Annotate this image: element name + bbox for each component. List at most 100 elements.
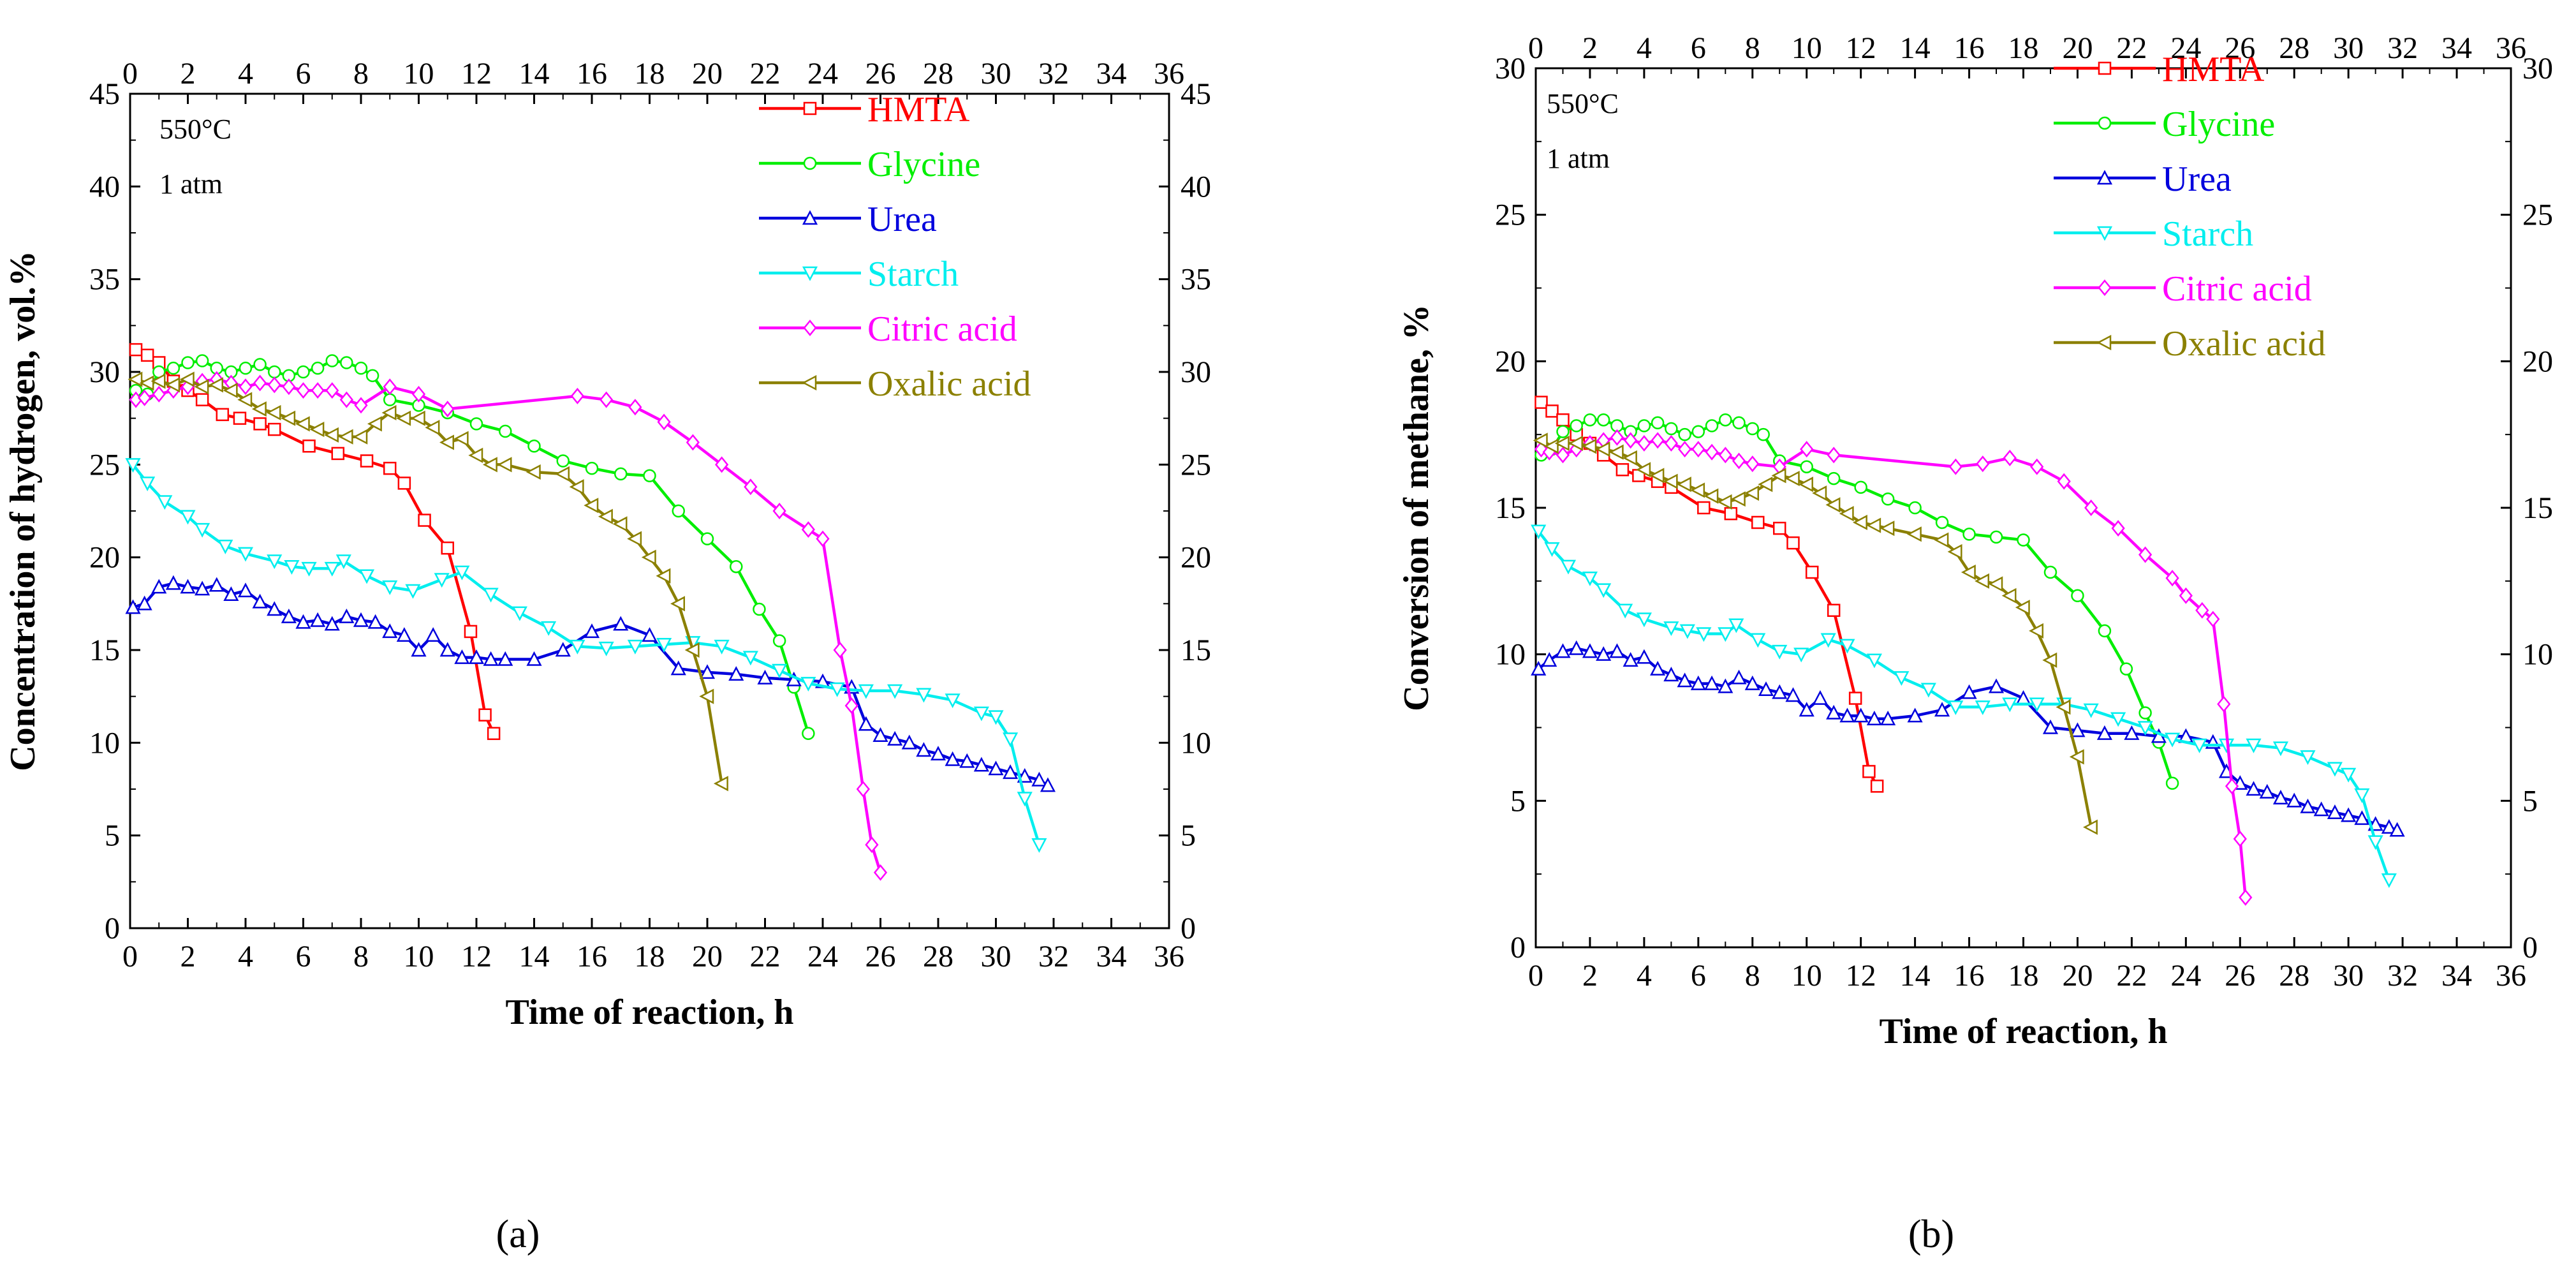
x-tick-label: 10 [1792,959,1822,993]
x-tick-label-top: 34 [1096,57,1127,91]
x-tick-label-top: 10 [404,57,434,91]
data-point [2029,697,2045,713]
x-tick-label: 20 [692,940,723,973]
data-point [1785,470,1800,487]
data-point [1649,468,1665,484]
data-point [1746,422,1760,436]
data-point [753,602,766,616]
legend-marker [802,266,818,281]
chart-panel-a: 0022446688101012121414161618182020222224… [3,57,1211,1256]
data-point [829,682,845,697]
data-point [1961,564,1976,581]
y-tick-label-right: 35 [1181,263,1211,297]
data-point [1583,413,1597,427]
y-tick-label-right: 20 [1181,541,1211,575]
data-point [2354,788,2370,803]
data-point [2195,602,2209,619]
data-point [367,416,382,432]
data-point [1665,422,1678,436]
data-point [1697,501,1711,515]
y-tick-label-right: 5 [2522,784,2538,818]
data-point [887,730,903,746]
data-point [1560,559,1577,575]
data-point [1880,711,1896,725]
annotation-text: 550°C [159,114,232,145]
data-point [140,477,156,492]
y-tick-label: 20 [1495,344,1526,378]
x-tick-label-top: 0 [122,57,138,91]
data-point [396,627,412,642]
y-tick-label: 40 [89,170,120,203]
data-point [253,358,267,371]
data-point [1772,684,1788,699]
data-point [1758,477,1773,492]
data-point [282,378,296,396]
data-point [833,642,847,658]
y-axis-label: Conversion of methane, % [1397,304,1436,711]
data-point [354,397,368,414]
x-tick-label-top: 28 [2279,31,2309,65]
data-point [1650,660,1666,676]
data-point [1556,413,1570,427]
data-point [916,742,932,757]
y-tick-label: 30 [89,355,120,389]
data-point [2042,652,2057,668]
data-point [1535,396,1548,409]
data-point [1854,480,1867,494]
data-point [296,382,311,399]
data-point [2286,792,2302,808]
data-point [454,649,470,664]
data-point [1799,477,1813,492]
data-point [2313,801,2329,817]
x-tick-label-top: 18 [2008,31,2039,65]
data-point [151,373,166,389]
data-point [340,356,353,369]
data-point [1947,544,1962,559]
data-point [2069,749,2084,765]
data-point [2138,546,2153,563]
data-point [715,456,729,473]
data-point [129,343,143,357]
data-point [2367,835,2383,850]
data-point [1544,542,1560,557]
data-point [1746,455,1760,473]
y-tick-label: 20 [89,541,120,575]
x-tick-label-top: 32 [2387,31,2418,65]
data-point [439,642,455,657]
data-point [267,601,283,616]
x-tick-label: 32 [2387,959,2418,993]
data-point [945,693,960,709]
data-point [151,579,167,594]
data-point [1596,646,1612,661]
y-tick-label: 45 [89,77,120,111]
data-point [181,356,195,369]
data-point [157,495,173,510]
data-point [1773,521,1786,535]
data-point [2017,533,2030,547]
data-point [339,391,353,408]
data-point [973,706,989,721]
y-axis-label: Concentration of hydrogen, vol.% [3,251,43,771]
data-point [2246,738,2262,753]
x-tick-label: 18 [635,940,665,973]
legend-marker [802,210,818,225]
legend-marker [803,156,817,170]
data-point [309,422,325,438]
data-point [1556,425,1570,438]
data-point [209,577,224,592]
data-point [418,514,431,527]
data-point [1750,633,1766,648]
data-point [453,431,469,447]
data-point [165,575,181,590]
data-point [1744,675,1760,690]
x-tick-label-top: 32 [1038,57,1069,91]
data-point [1616,463,1630,477]
data-point [1839,707,1855,723]
data-point [1017,792,1033,807]
data-point [613,616,629,631]
x-tick-label: 14 [1900,959,1931,993]
data-point [2217,695,2231,713]
data-point [801,521,815,538]
data-point [642,627,658,642]
data-point [526,464,541,480]
